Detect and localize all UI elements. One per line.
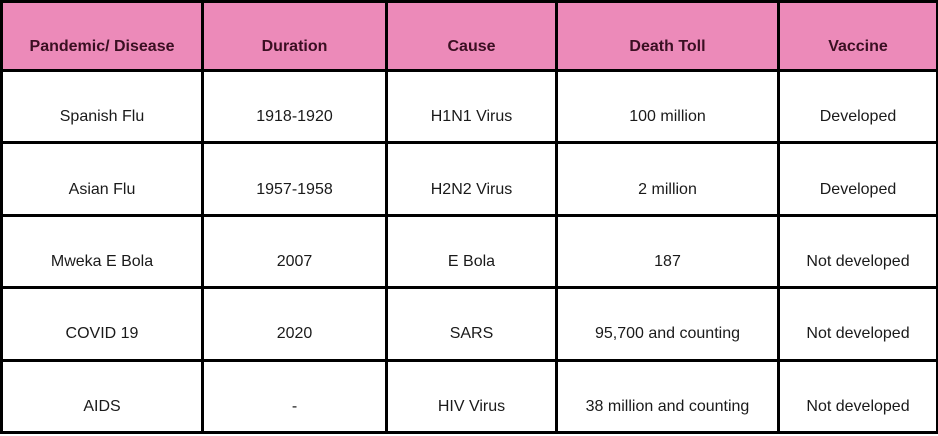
cell-cause: HIV Virus bbox=[385, 358, 558, 435]
table-row: Mweka E Bola 2007 E Bola 187 Not develop… bbox=[0, 213, 938, 290]
table-row: Spanish Flu 1918-1920 H1N1 Virus 100 mil… bbox=[0, 68, 938, 145]
column-header-vaccine: Vaccine bbox=[777, 0, 938, 72]
cell-vaccine: Not developed bbox=[777, 286, 938, 362]
cell-cause: H1N1 Virus bbox=[385, 68, 558, 145]
cell-disease: COVID 19 bbox=[0, 286, 204, 362]
column-header-cause: Cause bbox=[385, 0, 558, 72]
cell-death-toll: 95,700 and counting bbox=[555, 286, 780, 362]
cell-disease: AIDS bbox=[0, 358, 204, 435]
column-header-duration: Duration bbox=[201, 0, 388, 72]
cell-cause: E Bola bbox=[385, 213, 558, 290]
column-header-death-toll: Death Toll bbox=[555, 0, 780, 72]
cell-death-toll: 187 bbox=[555, 213, 780, 290]
cell-duration: 1918-1920 bbox=[201, 68, 388, 145]
cell-vaccine: Developed bbox=[777, 68, 938, 145]
column-header-disease: Pandemic/ Disease bbox=[0, 0, 204, 72]
cell-cause: H2N2 Virus bbox=[385, 141, 558, 217]
cell-duration: 2020 bbox=[201, 286, 388, 362]
cell-vaccine: Developed bbox=[777, 141, 938, 217]
table-row: COVID 19 2020 SARS 95,700 and counting N… bbox=[0, 286, 938, 362]
cell-death-toll: 2 million bbox=[555, 141, 780, 217]
cell-duration: 1957-1958 bbox=[201, 141, 388, 217]
cell-duration: 2007 bbox=[201, 213, 388, 290]
cell-vaccine: Not developed bbox=[777, 213, 938, 290]
header-row: Pandemic/ Disease Duration Cause Death T… bbox=[0, 0, 938, 72]
cell-disease: Mweka E Bola bbox=[0, 213, 204, 290]
cell-death-toll: 100 million bbox=[555, 68, 780, 145]
table-row: Asian Flu 1957-1958 H2N2 Virus 2 million… bbox=[0, 141, 938, 217]
cell-vaccine: Not developed bbox=[777, 358, 938, 435]
cell-cause: SARS bbox=[385, 286, 558, 362]
cell-death-toll: 38 million and counting bbox=[555, 358, 780, 435]
cell-disease: Spanish Flu bbox=[0, 68, 204, 145]
table-row: AIDS - HIV Virus 38 million and counting… bbox=[0, 358, 938, 435]
cell-duration: - bbox=[201, 358, 388, 435]
cell-disease: Asian Flu bbox=[0, 141, 204, 217]
